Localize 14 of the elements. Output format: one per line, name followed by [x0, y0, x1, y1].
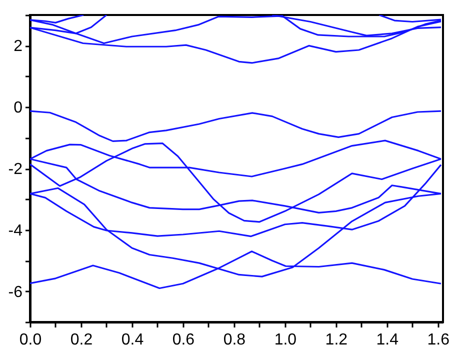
x-tick-label: 0.4 [121, 332, 144, 348]
x-tick-label: 1.2 [325, 332, 348, 348]
y-tick-label: 0 [14, 100, 23, 117]
x-tick-label: 1.4 [376, 332, 399, 348]
x-tick-label: 1.0 [274, 332, 297, 348]
y-tick-label: -6 [8, 284, 23, 301]
y-tick-label: -4 [8, 222, 23, 240]
y-tick-label: -2 [8, 161, 23, 178]
x-tick-label: 0.8 [223, 332, 246, 348]
y-tick-label: 2 [14, 38, 23, 56]
x-tick-label: 0.6 [172, 332, 195, 348]
x-tick-label: 1.6 [427, 332, 450, 348]
x-tick-label: 0.2 [70, 332, 93, 348]
x-tick-label: 0.0 [19, 332, 42, 348]
